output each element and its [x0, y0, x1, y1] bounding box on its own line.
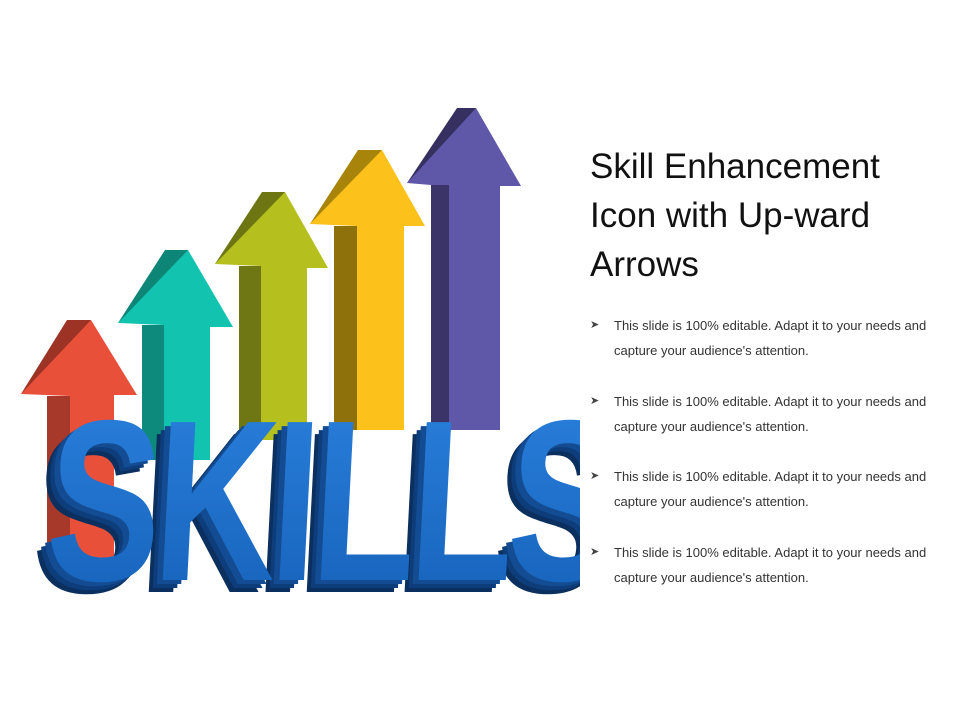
bullet-item: ➤ This slide is 100% editable. Adapt it …	[590, 464, 940, 514]
bullet-text: This slide is 100% editable. Adapt it to…	[614, 393, 927, 434]
bullet-text: This slide is 100% editable. Adapt it to…	[614, 469, 927, 509]
svg-text:SKILLS: SKILLS	[27, 384, 580, 641]
bullet-text: This slide is 100% editable. Adapt it to…	[614, 544, 927, 585]
arrowhead-bullet-icon: ➤	[590, 394, 600, 407]
svg-text:SKILLS: SKILLS	[35, 376, 580, 633]
skills-arrows-graphic: SKILLS SKILLS SKILLS SKILLS	[21, 108, 580, 641]
arrow-yellow-icon	[310, 150, 425, 430]
bullet-item: ➤ This slide is 100% editable. Adapt it …	[590, 540, 940, 590]
arrow-teal-icon	[118, 250, 233, 460]
bullet-item: ➤ This slide is 100% editable. Adapt it …	[590, 313, 940, 363]
arrow-red-icon	[21, 320, 137, 575]
slide-title: Skill Enhancement Icon with Up-ward Arro…	[590, 147, 880, 284]
bullet-item: ➤ This slide is 100% editable. Adapt it …	[590, 389, 940, 439]
skills-graphic-text: SKILLS	[41, 372, 580, 629]
svg-text:SKILLS: SKILLS	[31, 380, 580, 637]
arrowhead-bullet-icon: ➤	[590, 470, 600, 482]
skills-3d-letters: SKILLS SKILLS SKILLS SKILLS	[27, 372, 580, 641]
arrowhead-bullet-icon: ➤	[590, 545, 600, 558]
arrow-lime-icon	[215, 192, 328, 440]
arrowhead-bullet-icon: ➤	[590, 319, 600, 331]
bullet-list: ➤ This slide is 100% editable. Adapt it …	[590, 313, 940, 615]
arrow-purple-icon	[407, 108, 521, 430]
bullet-text: This slide is 100% editable. Adapt it to…	[614, 318, 927, 358]
